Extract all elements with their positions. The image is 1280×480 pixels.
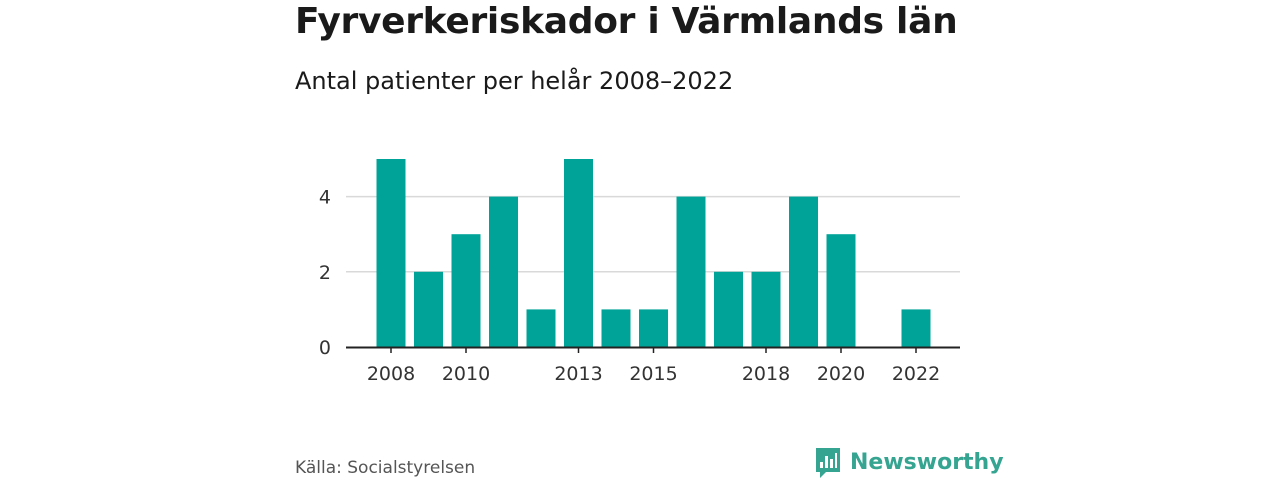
bar	[526, 309, 556, 347]
bar	[714, 271, 743, 347]
bar	[639, 309, 668, 347]
axes	[346, 346, 960, 353]
y-tick-label: 2	[319, 262, 331, 284]
gridlines	[346, 195, 960, 273]
bar	[676, 196, 706, 347]
y-tick-label: 4	[319, 187, 331, 209]
newsworthy-logo-icon	[816, 448, 840, 478]
brand-name: Newsworthy	[850, 450, 1004, 475]
bar	[601, 309, 631, 347]
x-tick-label: 2013	[554, 363, 602, 385]
bars	[376, 159, 931, 347]
chart-subtitle: Antal patienter per helår 2008–2022	[295, 67, 734, 95]
chart-title: Fyrverkeriskador i Värmlands län	[295, 1, 958, 42]
source-note: Källa: Socialstyrelsen	[295, 458, 476, 478]
x-tick-label: 2020	[817, 363, 865, 385]
bar	[789, 196, 818, 347]
bar	[564, 159, 593, 347]
x-tick-label: 2018	[742, 363, 790, 385]
x-tick-label: 2010	[442, 363, 490, 385]
tick-labels: 0 2 4 2008 2010 2013 2015 2018 2020 2022	[319, 187, 940, 385]
bar	[414, 271, 443, 347]
x-tick-label: 2022	[892, 363, 940, 385]
x-tick-label: 2015	[629, 363, 677, 385]
y-tick-label: 0	[319, 337, 331, 359]
bar	[901, 309, 931, 347]
bar	[451, 234, 481, 347]
bar	[826, 234, 856, 347]
bar	[489, 196, 518, 347]
bar	[376, 159, 406, 347]
x-tick-label: 2008	[367, 363, 415, 385]
bar	[751, 271, 781, 347]
brand-logo: Newsworthy	[814, 446, 1004, 480]
